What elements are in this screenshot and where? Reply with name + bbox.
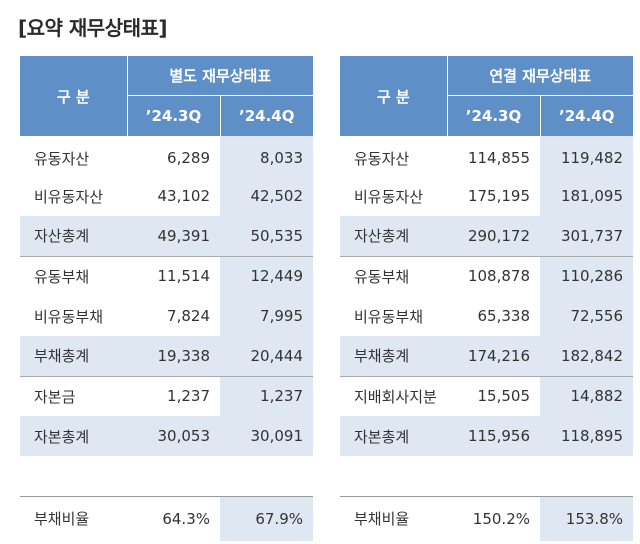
separate-debt-ratio-table: 부채비율 64.3% 67.9% <box>20 496 313 541</box>
consolidated-balance-sheet-table: 구 분 연결 재무상태표 ’24.3Q ’24.4Q 유동자산 114,855 … <box>340 56 633 456</box>
separate-balance-sheet-table: 구 분 별도 재무상태표 ’24.3Q ’24.4Q 유동자산 6,289 8,… <box>20 56 313 456</box>
table-row: 비유동부채 65,338 72,556 <box>340 296 633 336</box>
value-4q: 12,449 <box>220 255 313 296</box>
row-label: 부채총계 <box>20 336 127 376</box>
row-label: 비유동부채 <box>34 307 104 326</box>
group-header: 연결 재무상태표 <box>447 56 633 96</box>
value-3q: 11,514 <box>127 255 220 296</box>
value-3q: 19,338 <box>127 336 220 376</box>
debt-ratio-row: 부채비율 64.3% 67.9% <box>20 496 313 541</box>
row-label: 부채비율 <box>34 510 90 529</box>
row-label: 비유동자산 <box>34 187 104 206</box>
debt-ratio-row: 부채비율 150.2% 153.8% <box>340 496 633 541</box>
value-3q: 114,855 <box>467 149 530 167</box>
row-label: 지배회사지분 <box>340 375 447 416</box>
value-4q: 7,995 <box>220 296 313 336</box>
column-header-4q: ’24.4Q <box>540 95 633 136</box>
value-3q: 15,505 <box>447 375 540 416</box>
consolidated-debt-ratio-table: 부채비율 150.2% 153.8% <box>340 496 633 541</box>
value-4q: 182,842 <box>540 336 633 376</box>
row-label: 비유동자산 <box>354 187 424 206</box>
section-header: 구 분 <box>20 56 128 136</box>
value-4q: 8,033 <box>220 136 313 176</box>
value-4q: 67.9% <box>220 496 313 541</box>
row-label: 자본금 <box>20 375 127 416</box>
value-4q: 50,535 <box>220 216 313 256</box>
value-3q: 6,289 <box>167 149 210 167</box>
table-row: 자본금 1,237 1,237 <box>20 375 313 416</box>
value-3q: 108,878 <box>447 255 540 296</box>
table-row-total: 자산총계 290,172 301,737 <box>340 216 633 256</box>
table-row-total: 자본총계 30,053 30,091 <box>20 416 313 456</box>
row-label: 유동부채 <box>340 255 447 296</box>
row-label: 부채총계 <box>340 336 447 376</box>
table-row: 유동자산 114,855 119,482 <box>340 136 633 176</box>
value-3q: 115,956 <box>447 416 540 456</box>
table-row-total: 부채총계 174,216 182,842 <box>340 336 633 376</box>
row-label: 자본총계 <box>20 416 127 456</box>
row-label: 자본총계 <box>340 416 447 456</box>
value-3q: 150.2% <box>472 509 530 528</box>
table-row: 지배회사지분 15,505 14,882 <box>340 375 633 416</box>
row-label: 유동부채 <box>20 255 127 296</box>
table-row: 비유동자산 43,102 42,502 <box>20 176 313 216</box>
value-3q: 65,338 <box>477 307 531 325</box>
row-label: 자산총계 <box>340 216 447 256</box>
value-3q: 290,172 <box>447 216 540 256</box>
value-4q: 181,095 <box>540 176 633 216</box>
value-3q: 43,102 <box>157 187 211 205</box>
value-4q: 301,737 <box>540 216 633 256</box>
value-3q: 7,824 <box>167 307 210 325</box>
value-3q: 175,195 <box>467 187 530 205</box>
value-3q: 1,237 <box>127 375 220 416</box>
table-row: 유동부채 11,514 12,449 <box>20 255 313 296</box>
row-label: 자산총계 <box>20 216 127 256</box>
value-4q: 20,444 <box>220 336 313 376</box>
value-4q: 118,895 <box>540 416 633 456</box>
table-row-total: 자산총계 49,391 50,535 <box>20 216 313 256</box>
value-4q: 14,882 <box>540 375 633 416</box>
row-label: 유동자산 <box>34 149 90 168</box>
value-4q: 42,502 <box>220 176 313 216</box>
column-header-3q: ’24.3Q <box>127 95 221 136</box>
value-4q: 1,237 <box>220 375 313 416</box>
value-4q: 30,091 <box>220 416 313 456</box>
row-label: 부채비율 <box>354 510 410 529</box>
table-row-total: 부채총계 19,338 20,444 <box>20 336 313 376</box>
value-4q: 110,286 <box>540 255 633 296</box>
group-header: 별도 재무상태표 <box>127 56 313 96</box>
value-4q: 153.8% <box>540 496 633 541</box>
table-row: 비유동부채 7,824 7,995 <box>20 296 313 336</box>
value-3q: 64.3% <box>162 509 210 528</box>
value-4q: 72,556 <box>540 296 633 336</box>
value-4q: 119,482 <box>540 136 633 176</box>
table-row-total: 자본총계 115,956 118,895 <box>340 416 633 456</box>
page-title: [요약 재무상태표] <box>18 16 168 40</box>
value-3q: 174,216 <box>447 336 540 376</box>
table-row: 비유동자산 175,195 181,095 <box>340 176 633 216</box>
column-header-3q: ’24.3Q <box>447 95 541 136</box>
value-3q: 49,391 <box>127 216 220 256</box>
section-header: 구 분 <box>340 56 448 136</box>
value-3q: 30,053 <box>127 416 220 456</box>
table-row: 유동부채 108,878 110,286 <box>340 255 633 296</box>
row-label: 비유동부채 <box>354 307 424 326</box>
row-label: 유동자산 <box>354 149 410 168</box>
column-header-4q: ’24.4Q <box>220 95 313 136</box>
table-row: 유동자산 6,289 8,033 <box>20 136 313 176</box>
